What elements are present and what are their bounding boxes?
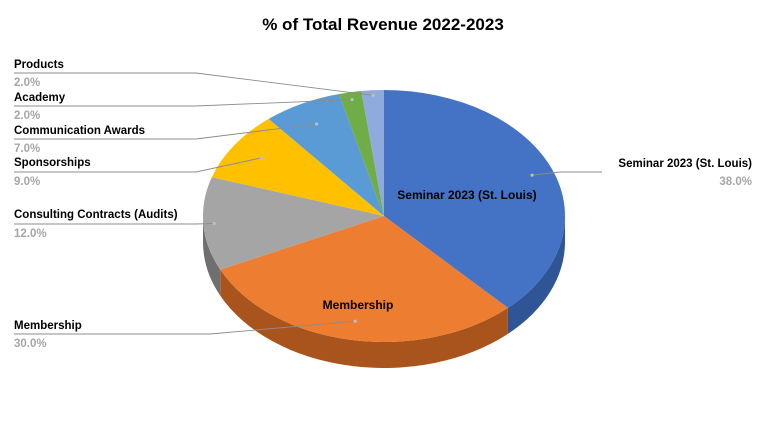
pie-slice-consulting-contracts-audits [202, 177, 384, 270]
category-label-communication-awards: Communication Awards [14, 125, 145, 137]
value-label-academy: 2.0% [14, 110, 40, 122]
category-label-academy: Academy [14, 92, 66, 104]
value-label-consulting-contracts-audits: 12.0% [14, 228, 47, 240]
pie-side-membership [220, 269, 508, 368]
category-label-membership: Membership [14, 320, 82, 332]
leader-line-academy [14, 99, 353, 107]
category-label-products: Products [14, 59, 64, 71]
leader-dot-products [371, 93, 375, 97]
pie-slice-products [361, 90, 384, 216]
category-label-sponsorships: Sponsorships [14, 157, 91, 169]
leader-line-consulting-contracts-audits [14, 222, 215, 225]
slice-labels: Seminar 2023 (St. Louis) 38.0% Membership 3… [14, 59, 752, 350]
pie-slice-academy [338, 90, 384, 216]
chart-title: % of Total Revenue 2022-2023 [262, 15, 504, 34]
leader-line-membership [14, 320, 356, 335]
pie-slice-communication-awards [268, 93, 384, 216]
value-label-seminar-2023-st-louis: 38.0% [719, 176, 752, 188]
leader-dot-sponsorships [259, 156, 263, 160]
leader-line-sponsorships [14, 157, 262, 173]
pie-slice-membership [220, 216, 508, 342]
leader-line-products [14, 72, 374, 96]
leader-dot-academy [350, 98, 354, 102]
leader-dot-seminar-2023-st-louis [530, 173, 534, 177]
pie-side-seminar-2023-st-louis [507, 216, 565, 334]
pie-sides [203, 216, 565, 368]
category-label-seminar-2023-st-louis: Seminar 2023 (St. Louis) [618, 158, 752, 170]
pie-slices [202, 90, 565, 342]
leader-lines [14, 72, 602, 335]
leader-dot-consulting-contracts-audits [212, 221, 216, 226]
inner-label-seminar-2023-st-louis: Seminar 2023 (St. Louis) [397, 188, 536, 202]
leader-dot-membership [353, 319, 357, 323]
value-label-sponsorships: 9.0% [14, 176, 40, 188]
value-label-membership: 30.0% [14, 338, 47, 350]
pie-slice-seminar-2023-st-louis [384, 90, 565, 308]
pie-slice-sponsorships [211, 118, 384, 216]
leader-line-communication-awards [14, 123, 317, 140]
leader-dot-communication-awards [315, 122, 319, 126]
value-label-communication-awards: 7.0% [14, 143, 40, 155]
pie-side-consulting-contracts-audits [203, 216, 221, 296]
value-label-products: 2.0% [14, 77, 40, 89]
inner-label-membership: Membership [323, 298, 394, 312]
category-label-consulting-contracts-audits: Consulting Contracts (Audits) [14, 209, 178, 221]
leader-line-seminar-2023-st-louis [532, 171, 602, 176]
